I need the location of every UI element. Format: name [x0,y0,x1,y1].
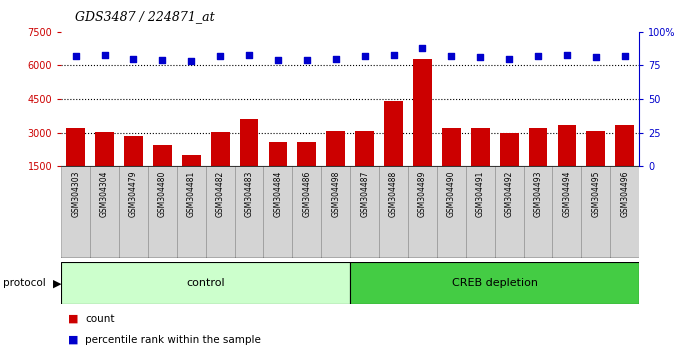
Bar [528,128,547,200]
Bar [615,125,634,200]
Bar [524,166,552,258]
Text: GSM304481: GSM304481 [187,171,196,217]
Text: GSM304479: GSM304479 [129,171,138,217]
Bar [326,131,345,200]
Bar [292,166,321,258]
Text: protocol: protocol [3,278,46,288]
Bar [355,131,374,200]
Bar [177,166,205,258]
Point [590,55,601,60]
Text: GSM304487: GSM304487 [360,171,369,217]
Text: ▶: ▶ [53,278,61,288]
Point [532,53,543,59]
Bar [263,166,292,258]
Bar [211,132,230,200]
Bar [297,142,316,200]
Bar [148,166,177,258]
Point [243,52,254,58]
Point [186,59,197,64]
Text: ■: ■ [68,335,78,345]
Bar [586,131,605,200]
Bar [61,262,350,304]
Point [562,52,573,58]
Text: GSM304498: GSM304498 [331,171,340,217]
Text: GSM304493: GSM304493 [534,171,543,217]
Text: GSM304492: GSM304492 [505,171,513,217]
Point [128,56,139,62]
Bar [442,128,461,200]
Bar [61,166,90,258]
Text: GDS3487 / 224871_at: GDS3487 / 224871_at [75,11,214,24]
Bar [466,166,494,258]
Point [99,52,110,58]
Bar [379,166,408,258]
Point [388,52,399,58]
Bar [494,166,524,258]
Text: percentile rank within the sample: percentile rank within the sample [85,335,261,345]
Text: GSM304488: GSM304488 [389,171,398,217]
Point [301,57,312,63]
Bar [205,166,235,258]
Bar [124,136,143,200]
Point [446,53,457,59]
Bar [153,145,172,200]
Bar [558,125,577,200]
Bar [413,59,432,200]
Point [504,56,515,62]
Bar [321,166,350,258]
Text: GSM304480: GSM304480 [158,171,167,217]
Text: GSM304494: GSM304494 [562,171,571,217]
Point [417,45,428,51]
Bar [471,128,490,200]
Bar [235,166,263,258]
Point [619,53,630,59]
Bar [437,166,466,258]
Point [475,55,486,60]
Point [70,53,81,59]
Text: GSM304482: GSM304482 [216,171,224,217]
Bar [384,101,403,200]
Bar [408,166,437,258]
Point [215,53,226,59]
Text: GSM304496: GSM304496 [620,171,629,217]
Bar [350,262,639,304]
Bar [610,166,639,258]
Text: count: count [85,314,114,324]
Point [330,56,341,62]
Text: GSM304495: GSM304495 [592,171,600,217]
Text: control: control [186,278,225,288]
Text: GSM304490: GSM304490 [447,171,456,217]
Bar [500,133,519,200]
Text: ■: ■ [68,314,78,324]
Bar [350,166,379,258]
Point [359,53,370,59]
Bar [66,128,85,200]
Text: GSM304483: GSM304483 [245,171,254,217]
Bar [552,166,581,258]
Bar [581,166,610,258]
Bar [119,166,148,258]
Bar [95,132,114,200]
Bar [182,155,201,200]
Text: CREB depletion: CREB depletion [452,278,538,288]
Bar [90,166,119,258]
Bar [269,142,288,200]
Bar [239,119,258,200]
Text: GSM304486: GSM304486 [303,171,311,217]
Text: GSM304304: GSM304304 [100,171,109,217]
Point [273,57,284,63]
Text: GSM304303: GSM304303 [71,171,80,217]
Point [157,57,168,63]
Text: GSM304491: GSM304491 [476,171,485,217]
Text: GSM304489: GSM304489 [418,171,427,217]
Text: GSM304484: GSM304484 [273,171,282,217]
